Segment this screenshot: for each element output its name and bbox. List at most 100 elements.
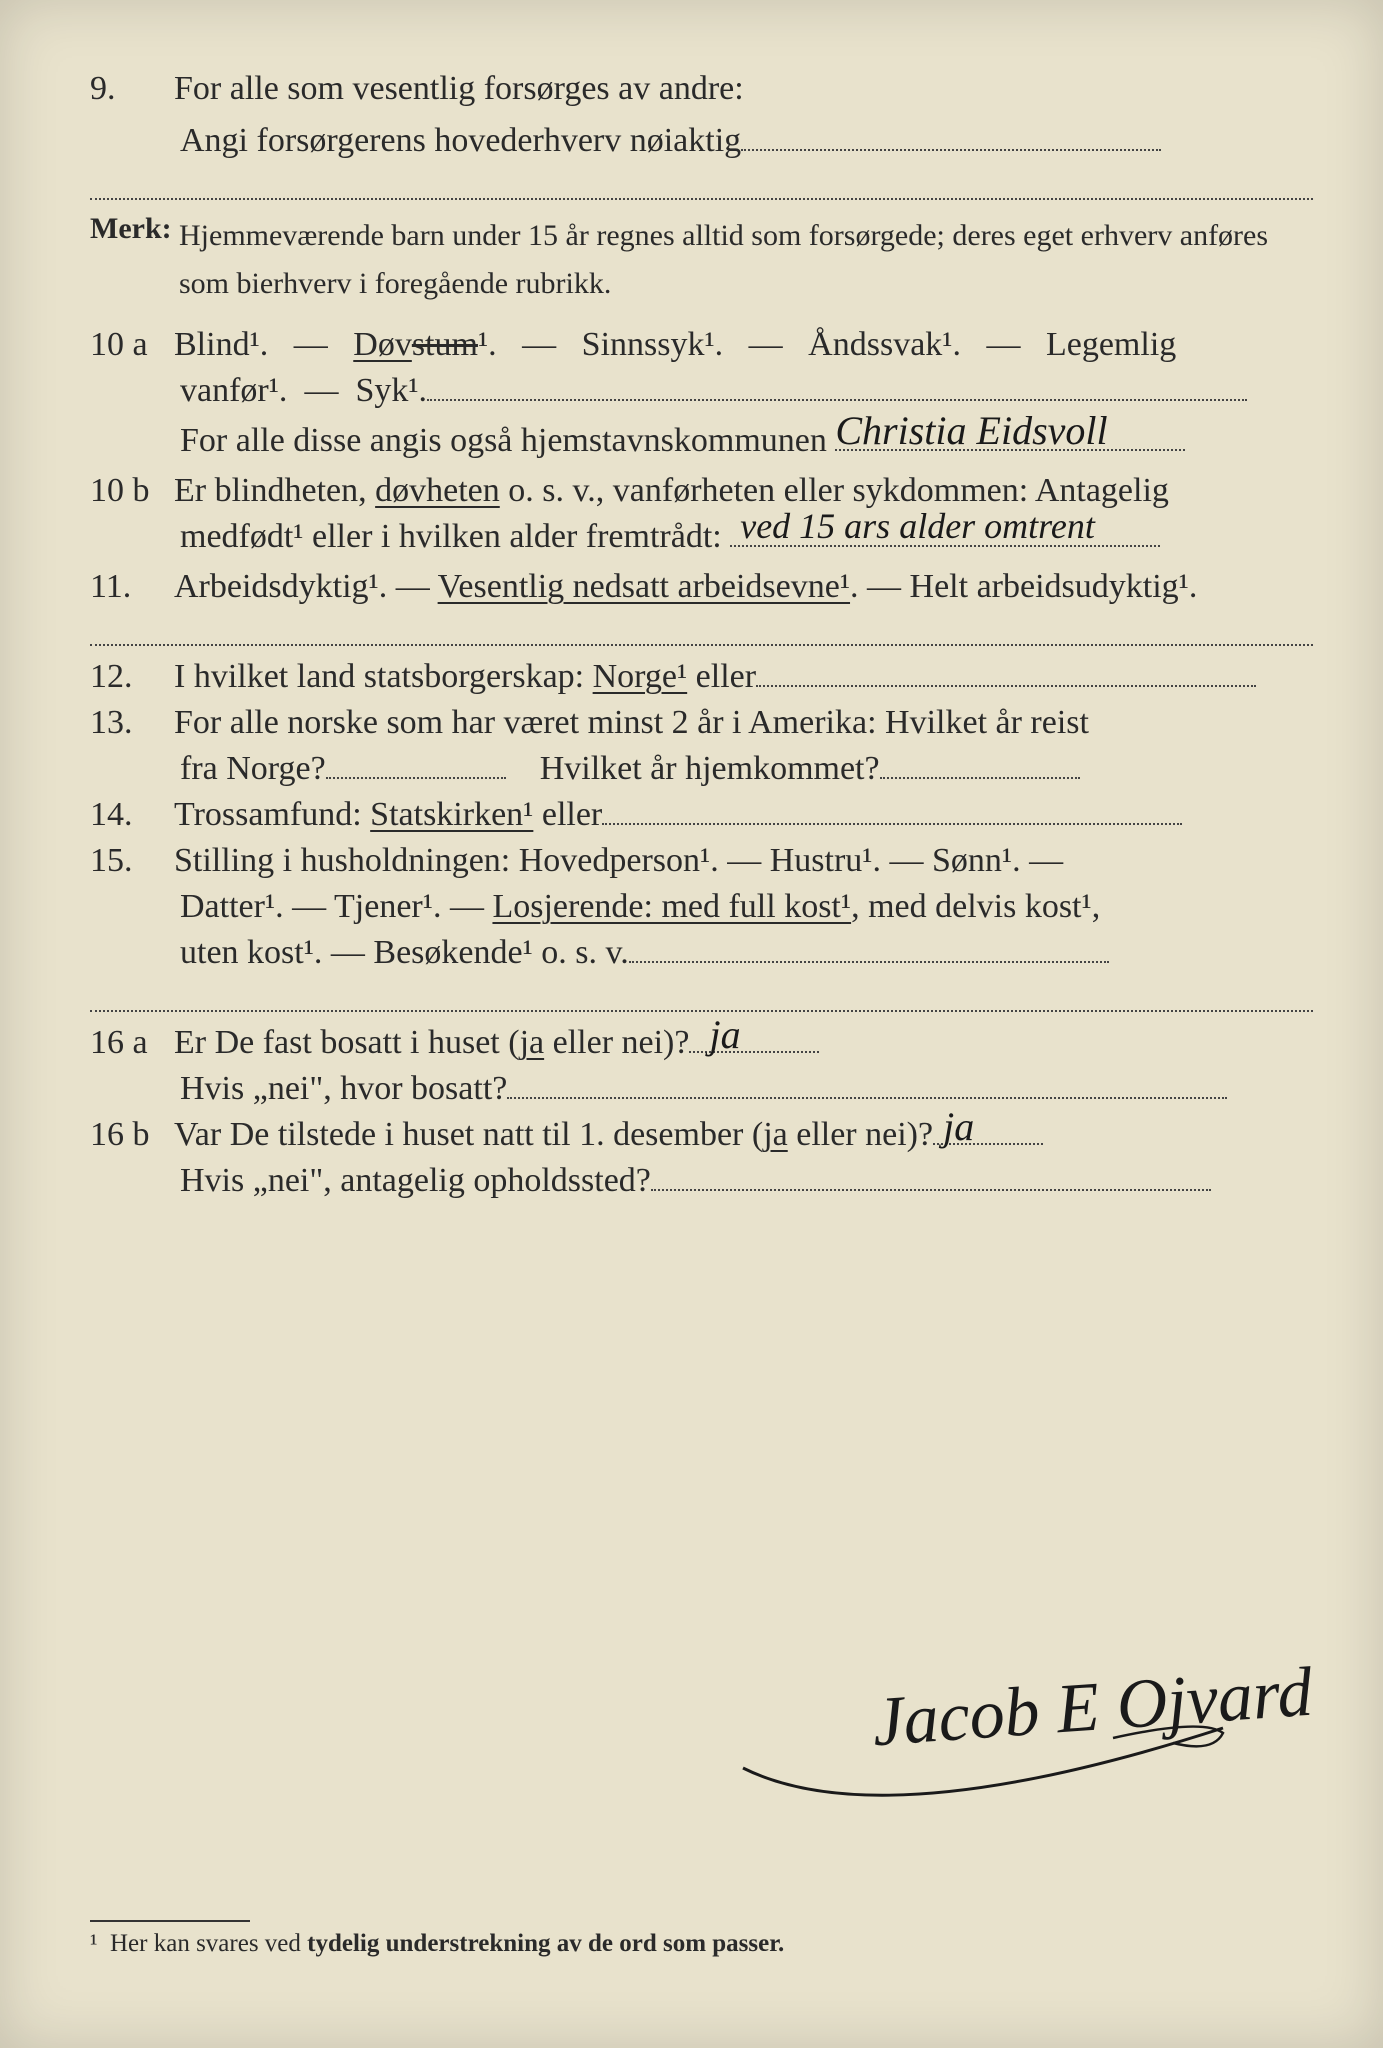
q10b-text1: Er blindheten, bbox=[174, 472, 375, 509]
q16a-line2: Hvis „nei", hvor bosatt? bbox=[180, 1070, 1313, 1108]
q10a-handwritten: Christia Eidsvoll bbox=[835, 407, 1107, 454]
q10a-line3a: For alle disse angis også hjemstavnskomm… bbox=[180, 422, 827, 459]
q16b-au: ja bbox=[763, 1116, 788, 1153]
q10b-handwritten: ved 15 ars alder omtrent bbox=[740, 505, 1095, 547]
q16b-a: Var De tilstede i huset natt til 1. dese… bbox=[174, 1116, 763, 1153]
q15-b2: Losjerende: med full kost¹ bbox=[492, 888, 851, 925]
q16b-a2: eller nei)? bbox=[788, 1116, 933, 1153]
q10a-line2: vanfør¹. — Syk¹. bbox=[180, 372, 1313, 410]
q9-number: 9. bbox=[90, 70, 170, 108]
q11-b: Vesentlig nedsatt arbeidsevne¹ bbox=[438, 568, 850, 605]
q16b-body: Var De tilstede i huset natt til 1. dese… bbox=[174, 1116, 1307, 1154]
q10b-number: 10 b bbox=[90, 472, 170, 510]
q15-line2: Datter¹. — Tjener¹. — Losjerende: med fu… bbox=[180, 888, 1313, 926]
q14-b: Statskirken¹ bbox=[370, 796, 533, 833]
question-16a: 16 a Er De fast bosatt i huset (ja eller… bbox=[90, 1024, 1313, 1062]
q11-a: Arbeidsdyktig¹. — bbox=[174, 568, 438, 605]
dotted-line bbox=[427, 399, 1247, 401]
q16a-au: ja bbox=[520, 1024, 545, 1061]
q13-a: For alle norske som har været minst 2 år… bbox=[174, 704, 1089, 741]
q11-c: . — Helt arbeidsudyktig¹. bbox=[850, 568, 1197, 605]
question-13: 13. For alle norske som har været minst … bbox=[90, 704, 1313, 742]
q14-c: eller bbox=[533, 796, 602, 833]
q10a-number: 10 a bbox=[90, 326, 170, 364]
q16b-number: 16 b bbox=[90, 1116, 170, 1154]
q15-a: Stilling i husholdningen: Hovedperson¹. … bbox=[174, 842, 1063, 879]
q15-number: 15. bbox=[90, 842, 170, 880]
footnote-b: tydelig understrekning av de ord som pas… bbox=[307, 1930, 784, 1957]
question-9: 9. For alle som vesentlig forsørges av a… bbox=[90, 70, 1313, 108]
signature-flourish bbox=[733, 1708, 1233, 1848]
q10b-text1u: døvheten bbox=[375, 472, 500, 509]
question-10b: 10 b Er blindheten, døvheten o. s. v., v… bbox=[90, 472, 1313, 510]
dotted-line bbox=[507, 1097, 1227, 1099]
q16a-number: 16 a bbox=[90, 1024, 170, 1062]
merk-text: Hjemmeværende barn under 15 år regnes al… bbox=[179, 212, 1302, 308]
q15-line3: uten kost¹. — Besøkende¹ o. s. v. bbox=[180, 934, 1313, 972]
dotted-rule bbox=[90, 1008, 1313, 1012]
dotted-line: ja bbox=[689, 1051, 819, 1053]
dotted-rule bbox=[90, 196, 1313, 200]
q13-line2: fra Norge? Hvilket år hjemkommet? bbox=[180, 750, 1313, 788]
q12-number: 12. bbox=[90, 658, 170, 696]
q11-number: 11. bbox=[90, 568, 170, 606]
q10a-opt4: Åndssvak¹. bbox=[808, 326, 961, 363]
q10b-line2: medfødt¹ eller i hvilken alder fremtrådt… bbox=[180, 518, 1313, 556]
q10a-opt3: Sinnssyk¹. bbox=[582, 326, 724, 363]
footnote-rule bbox=[90, 1920, 250, 1922]
q16a-a2: eller nei)? bbox=[544, 1024, 689, 1061]
q12-a: I hvilket land statsborgerskap: bbox=[174, 658, 593, 695]
q16a-a: Er De fast bosatt i huset ( bbox=[174, 1024, 520, 1061]
q10a-line2a: vanfør¹. bbox=[180, 372, 287, 409]
question-14: 14. Trossamfund: Statskirken¹ eller bbox=[90, 796, 1313, 834]
dotted-line bbox=[741, 149, 1161, 151]
q16b-handwritten: ja bbox=[943, 1103, 974, 1150]
dotted-rule bbox=[90, 642, 1313, 646]
q14-number: 14. bbox=[90, 796, 170, 834]
q10a-opt2a: Døv bbox=[353, 326, 412, 363]
q16a-handwritten: ja bbox=[709, 1011, 740, 1058]
dotted-line bbox=[629, 961, 1109, 963]
question-12: 12. I hvilket land statsborgerskap: Norg… bbox=[90, 658, 1313, 696]
merk-label: Merk: bbox=[90, 212, 175, 246]
q10b-text1b: o. s. v., vanførheten eller sykdommen: A… bbox=[500, 472, 1169, 509]
q9-line2-text: Angi forsørgerens hovederhverv nøiaktig bbox=[180, 122, 741, 159]
q10a-opt5: Legemlig bbox=[1046, 326, 1176, 363]
q13-b2: Hvilket år hjemkommet? bbox=[540, 750, 880, 787]
q15-c: uten kost¹. — Besøkende¹ o. s. v. bbox=[180, 934, 629, 971]
footnote-a: Her kan svares ved bbox=[110, 1930, 307, 1957]
q11-body: Arbeidsdyktig¹. — Vesentlig nedsatt arbe… bbox=[174, 568, 1307, 606]
q10a-opt1: Blind¹. bbox=[174, 326, 268, 363]
dotted-line bbox=[602, 823, 1182, 825]
q14-a: Trossamfund: bbox=[174, 796, 370, 833]
footnote-num: ¹ bbox=[90, 1930, 98, 1957]
q16a-b: Hvis „nei", hvor bosatt? bbox=[180, 1070, 507, 1107]
dotted-line: Christia Eidsvoll bbox=[835, 449, 1185, 451]
dotted-line bbox=[880, 777, 1080, 779]
q15-body: Stilling i husholdningen: Hovedperson¹. … bbox=[174, 842, 1307, 880]
q13-b1: fra Norge? bbox=[180, 750, 326, 787]
footnote-text: ¹ Her kan svares ved tydelig understrekn… bbox=[90, 1930, 1313, 1958]
q10a-body: Blind¹. — Døvstum¹. — Sinnssyk¹. — Åndss… bbox=[174, 326, 1307, 364]
dotted-line bbox=[756, 685, 1256, 687]
dotted-line: ved 15 ars alder omtrent bbox=[730, 545, 1160, 547]
q13-number: 13. bbox=[90, 704, 170, 742]
q10a-line2b: Syk¹. bbox=[355, 372, 427, 409]
dotted-line bbox=[326, 777, 506, 779]
q12-c: eller bbox=[687, 658, 756, 695]
q10a-opt2b: stum bbox=[412, 326, 478, 363]
q10a-opt2c: ¹. bbox=[478, 326, 497, 363]
q9-title: For alle som vesentlig forsørges av andr… bbox=[174, 70, 1307, 108]
q16b-b: Hvis „nei", antagelig opholdssted? bbox=[180, 1162, 651, 1199]
question-11: 11. Arbeidsdyktig¹. — Vesentlig nedsatt … bbox=[90, 568, 1313, 606]
q12-body: I hvilket land statsborgerskap: Norge¹ e… bbox=[174, 658, 1307, 696]
q15-b3: , med delvis kost¹, bbox=[851, 888, 1100, 925]
q15-b1: Datter¹. — Tjener¹. — bbox=[180, 888, 492, 925]
q10a-line3: For alle disse angis også hjemstavnskomm… bbox=[180, 422, 1313, 460]
question-10a: 10 a Blind¹. — Døvstum¹. — Sinnssyk¹. — … bbox=[90, 326, 1313, 364]
dotted-line: ja bbox=[933, 1143, 1043, 1145]
q13-body: For alle norske som har været minst 2 år… bbox=[174, 704, 1307, 742]
q16a-body: Er De fast bosatt i huset (ja eller nei)… bbox=[174, 1024, 1307, 1062]
q9-line2: Angi forsørgerens hovederhverv nøiaktig bbox=[180, 122, 1313, 160]
q10b-text2a: medfødt¹ eller i hvilken alder fremtrådt… bbox=[180, 518, 722, 555]
